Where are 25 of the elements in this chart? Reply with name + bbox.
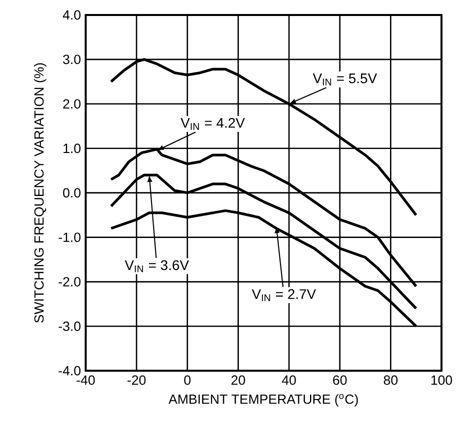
x-tick-label: 60 — [333, 376, 347, 386]
annotation: V$_{IN}$ = 2.7V — [252, 289, 316, 302]
line-series — [110, 148, 418, 288]
y-axis-title: SWITCHING FREQUENCY VARIATION (%) — [34, 63, 46, 323]
x-tick-label: 100 — [431, 376, 452, 386]
annotation: V$_{IN}$ = 4.2V — [180, 118, 245, 130]
x-tick-label: 40 — [282, 376, 296, 386]
x-tick-label: -20 — [128, 376, 146, 386]
line-series — [110, 58, 418, 217]
y-tick-label: 2.0 — [63, 99, 81, 109]
x-tick-label: 80 — [384, 376, 398, 386]
y-tick-label: -3.0 — [58, 322, 81, 332]
y-tick-label: 1.0 — [64, 144, 81, 154]
y-tick-label: -1.0 — [58, 232, 81, 242]
x-tick-label: -40 — [76, 376, 95, 386]
y-tick-label: 4.0 — [62, 10, 81, 20]
x-tick-label: 20 — [231, 376, 246, 386]
y-tick-label: 3.0 — [63, 54, 81, 64]
y-tick-label: 0.0 — [63, 188, 81, 198]
annotation: V$_{IN}$ = 5.5V — [312, 74, 377, 86]
x-tick-label: 0 — [184, 376, 191, 386]
x-axis-title: AMBIENT TEMPERATURE ($^{o}$C) — [168, 394, 358, 407]
annotation: V$_{IN}$ = 3.6V — [124, 260, 189, 272]
y-tick-label: -2.0 — [58, 277, 81, 287]
y-tick-label: -4.0 — [58, 366, 81, 376]
